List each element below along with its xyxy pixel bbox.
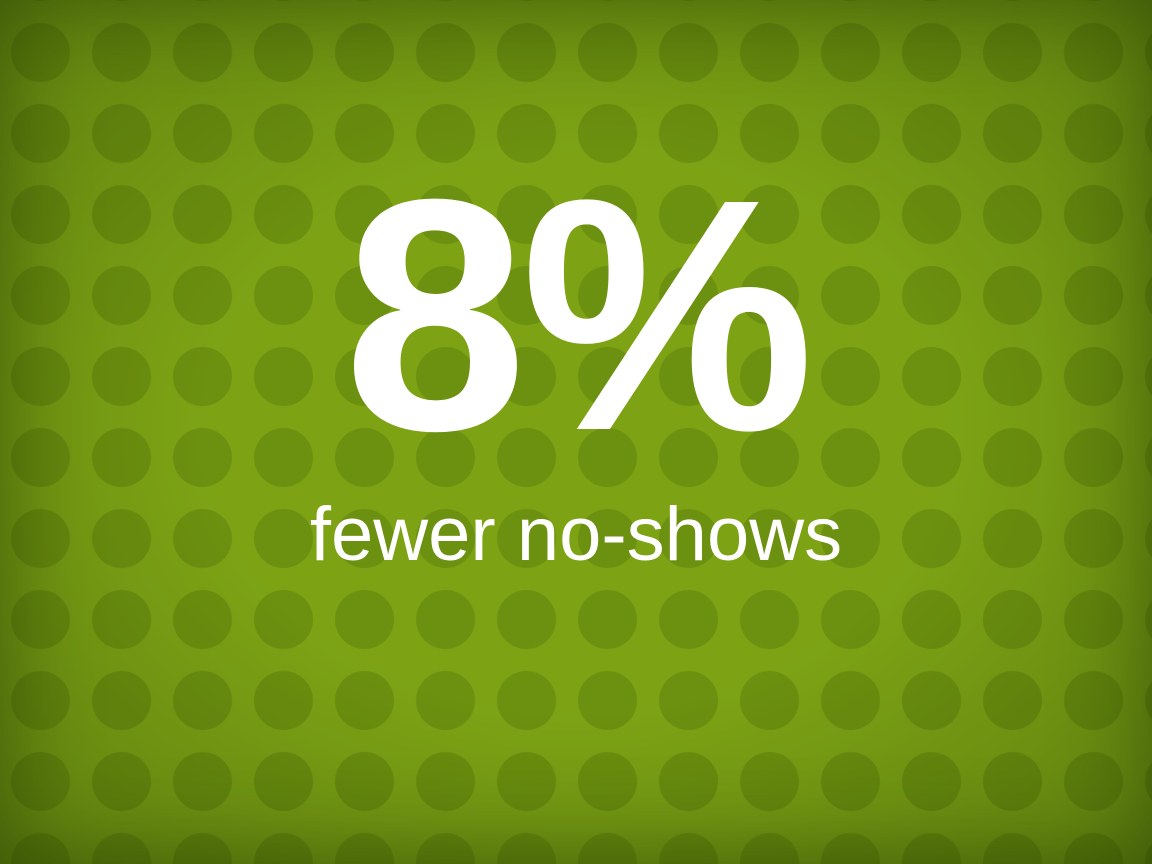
statistic-caption: fewer no-shows (309, 492, 843, 577)
headline-statistic: 8% (343, 130, 815, 499)
